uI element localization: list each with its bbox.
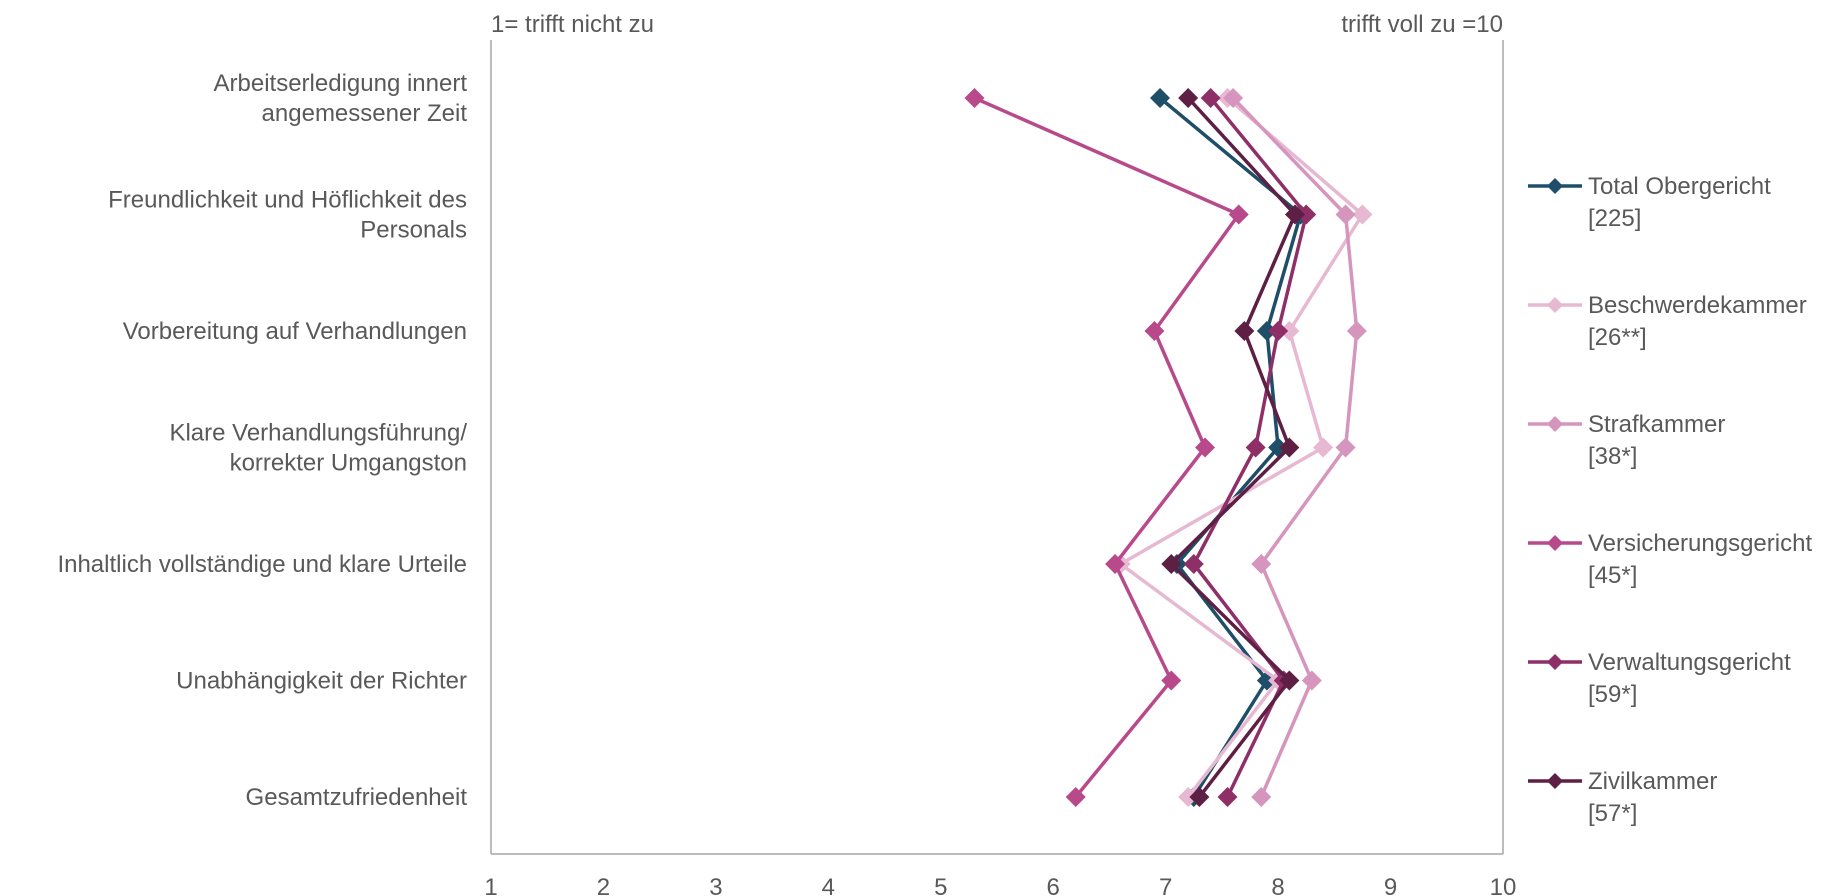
legend-label: Verwaltungsgericht xyxy=(1588,649,1791,676)
legend-label: Total Obergericht xyxy=(1588,173,1771,200)
data-point-marker xyxy=(1234,321,1255,341)
legend-item: Strafkammer [38*] xyxy=(1528,411,1725,470)
data-point-marker xyxy=(1279,321,1300,341)
category-label: Unabhängigkeit der Richter xyxy=(176,668,467,695)
category-label-line: Inhaltlich vollständige und klare Urteil… xyxy=(57,551,467,578)
data-point-marker xyxy=(964,88,985,108)
x-tick-label: 2 xyxy=(597,874,610,896)
right-scale-label: trifft voll zu =10 xyxy=(1341,11,1503,38)
data-point-marker xyxy=(1346,321,1367,341)
legend-label: Strafkammer xyxy=(1588,411,1725,438)
category-label-line: Arbeitserledigung innert xyxy=(214,70,468,97)
category-label: Gesamtzufriedenheit xyxy=(246,784,468,811)
data-point-marker xyxy=(1279,670,1300,691)
x-tick-label: 9 xyxy=(1384,874,1397,896)
data-point-marker xyxy=(1335,437,1356,458)
legend-swatch-marker xyxy=(1547,654,1563,670)
x-tick-label: 3 xyxy=(709,874,722,896)
data-point-marker xyxy=(1313,437,1334,458)
data-point-marker xyxy=(1296,204,1317,225)
legend-swatch-marker xyxy=(1547,535,1563,551)
category-label: Inhaltlich vollständige und klare Urteil… xyxy=(57,551,467,578)
legend-label: Zivilkammer xyxy=(1588,768,1717,795)
data-point-marker xyxy=(1065,787,1086,807)
data-point-marker xyxy=(1335,204,1356,225)
data-point-marker xyxy=(1352,204,1373,225)
legend-count: [59*] xyxy=(1588,681,1637,708)
left-scale-label: 1= trifft nicht zu xyxy=(491,11,654,38)
legend-count: [45*] xyxy=(1588,562,1637,589)
series-strafkammer xyxy=(1223,88,1367,807)
data-point-marker xyxy=(1178,88,1199,108)
data-point-marker xyxy=(1178,787,1199,807)
x-tick-label: 4 xyxy=(822,874,835,896)
data-point-marker xyxy=(1217,787,1238,807)
legend-item: Zivilkammer [57*] xyxy=(1528,768,1717,827)
data-point-marker xyxy=(1195,437,1216,458)
legend-item: Verwaltungsgericht [59*] xyxy=(1528,649,1791,708)
axes-group xyxy=(490,40,1504,855)
series-versicherungsgericht xyxy=(964,88,1249,807)
category-label: Klare Verhandlungsführung/korrekter Umga… xyxy=(169,420,467,477)
data-point-marker xyxy=(1301,670,1322,691)
data-point-marker xyxy=(1284,204,1305,225)
data-point-marker xyxy=(1161,670,1182,691)
series-group xyxy=(964,88,1373,807)
category-label-line: Personals xyxy=(360,217,467,244)
legend-item: Total Obergericht [225] xyxy=(1528,173,1771,232)
data-point-marker xyxy=(1150,88,1171,108)
x-tick-label: 10 xyxy=(1490,874,1517,896)
legend-item: Versicherungsgericht [45*] xyxy=(1528,530,1812,589)
legend-item: Beschwerdekammer [26**] xyxy=(1528,292,1807,351)
category-label-line: korrekter Umgangston xyxy=(230,450,467,477)
data-point-marker xyxy=(1200,88,1221,108)
x-tick-label: 6 xyxy=(1047,874,1060,896)
data-point-marker xyxy=(1189,787,1210,807)
legend-swatch-marker xyxy=(1547,297,1563,313)
legend-swatch-marker xyxy=(1547,178,1563,194)
data-point-marker xyxy=(1245,437,1266,458)
x-tick-label: 5 xyxy=(934,874,947,896)
data-point-marker xyxy=(1144,321,1165,341)
legend-count: [26**] xyxy=(1588,324,1647,351)
x-tick-labels: 1 2 3 4 5 6 7 8 9 10 xyxy=(484,874,1516,896)
legend-swatch-marker xyxy=(1547,416,1563,432)
series-zivilkammer xyxy=(1161,88,1305,807)
data-point-marker xyxy=(1251,554,1272,574)
data-point-marker xyxy=(1183,554,1204,574)
legend-label: Beschwerdekammer xyxy=(1588,292,1807,319)
x-tick-label: 8 xyxy=(1271,874,1284,896)
category-label-line: Vorbereitung auf Verhandlungen xyxy=(123,318,467,345)
data-point-marker xyxy=(1105,554,1126,574)
category-label: Vorbereitung auf Verhandlungen xyxy=(123,318,467,345)
legend-count: [57*] xyxy=(1588,800,1637,827)
category-label-line: angemessener Zeit xyxy=(262,100,468,127)
category-label-line: Unabhängigkeit der Richter xyxy=(176,668,467,695)
data-point-marker xyxy=(1279,437,1300,458)
legend-label: Versicherungsgericht xyxy=(1588,530,1812,557)
x-tick-label: 7 xyxy=(1159,874,1172,896)
legend-swatch-marker xyxy=(1547,773,1563,789)
category-labels: Arbeitserledigung innert angemessener Zei… xyxy=(57,70,467,811)
x-tick-label: 1 xyxy=(484,874,497,896)
legend-count: [225] xyxy=(1588,205,1641,232)
data-point-marker xyxy=(1268,321,1289,341)
category-label-line: Klare Verhandlungsführung/ xyxy=(169,420,467,447)
data-point-marker xyxy=(1256,321,1277,341)
category-label: Freundlichkeit und Höflichkeit des Person… xyxy=(108,187,467,244)
data-point-marker xyxy=(1228,204,1249,225)
category-label: Arbeitserledigung innert angemessener Zei… xyxy=(214,70,468,127)
data-point-marker xyxy=(1251,787,1272,807)
legend: Total Obergericht [225] Beschwerdekammer [2… xyxy=(1528,173,1812,827)
category-label-line: Freundlichkeit und Höflichkeit des xyxy=(108,187,467,214)
category-label-line: Gesamtzufriedenheit xyxy=(246,784,468,811)
data-point-marker xyxy=(1223,88,1244,108)
series-beschwerdekammer xyxy=(1110,88,1373,807)
data-point-marker xyxy=(1161,554,1182,574)
legend-count: [38*] xyxy=(1588,443,1637,470)
